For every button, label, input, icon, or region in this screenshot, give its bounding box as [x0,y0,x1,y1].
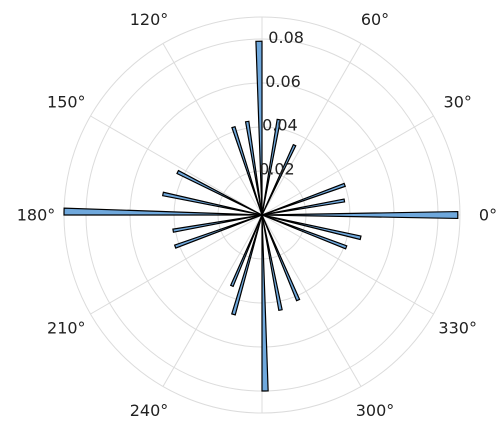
histogram-bar [63,207,263,216]
angular-gridline [261,115,434,216]
angle-tick-label: 210° [47,319,86,338]
angular-gridline [261,214,434,315]
radial-tick-label: 0.04 [262,116,298,135]
histogram-bar [161,191,263,216]
histogram-bar [229,214,263,288]
angle-tick-label: 30° [444,93,472,112]
histogram-bar [261,118,282,216]
angle-tick-label: 240° [130,401,169,420]
angular-gridline [162,214,263,387]
histogram-bar [255,40,263,216]
histogram-bar [173,214,263,249]
angular-gridline [261,214,362,387]
labels-layer: 0° 30° 60° 120° 150° 180° 210° 240° 300° 330° 0.02… [17,10,497,420]
histogram-bar [261,214,283,312]
histogram-bar [261,182,346,216]
angle-tick-label: 60° [361,10,389,29]
histogram-bar [176,169,263,216]
histogram-bar [261,214,362,241]
histogram-bar [261,210,459,220]
angle-tick-label: 180° [17,206,56,225]
histogram-bar [261,198,346,216]
angle-tick-label: 150° [47,93,86,112]
angular-gridline [90,115,263,216]
radial-tick-label: 0.02 [259,160,295,179]
angle-tick-label: 0° [479,206,497,225]
radial-tick-label: 0.06 [265,72,301,91]
bars-layer [63,40,459,392]
histogram-bar [261,214,301,302]
histogram-bar [261,214,348,250]
angular-gridline [162,43,263,216]
histogram-bar [261,143,297,216]
angle-tick-label: 300° [356,401,395,420]
histogram-bar [244,120,263,216]
histogram-bar [231,214,263,316]
histogram-bar [231,125,263,216]
histogram-bar [172,214,263,233]
radial-tick-label: 0.08 [268,28,304,47]
histogram-bar [261,214,269,392]
angular-gridline [261,43,362,216]
angular-gridline [90,214,263,315]
angle-tick-label: 120° [130,10,169,29]
angle-tick-label: 330° [438,319,477,338]
